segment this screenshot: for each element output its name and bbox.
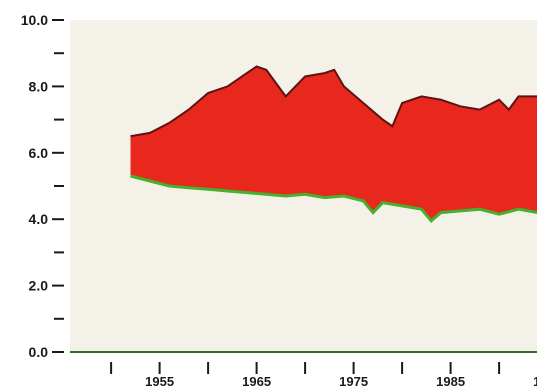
y-tick-label: 8.0 bbox=[29, 78, 49, 94]
band-fill bbox=[130, 66, 537, 221]
x-tick-label: 1965 bbox=[242, 374, 271, 386]
x-tick-label: 1955 bbox=[145, 374, 174, 386]
y-tick-label: 4.0 bbox=[29, 211, 49, 227]
y-tick-label: 2.0 bbox=[29, 278, 49, 294]
y-tick-label: 0.0 bbox=[29, 344, 49, 360]
x-tick-label: 1975 bbox=[339, 374, 368, 386]
x-tick-label: 1995 bbox=[533, 374, 537, 386]
upper-series-line bbox=[130, 65, 537, 138]
band-layer bbox=[130, 65, 537, 224]
lower-series-line bbox=[130, 174, 537, 224]
axis-layer: 0.02.04.06.08.010.0195519651975198519952… bbox=[21, 12, 537, 386]
y-tick-label: 10.0 bbox=[21, 12, 48, 28]
x-tick-label: 1985 bbox=[436, 374, 465, 386]
y-tick-label: 6.0 bbox=[29, 145, 49, 161]
